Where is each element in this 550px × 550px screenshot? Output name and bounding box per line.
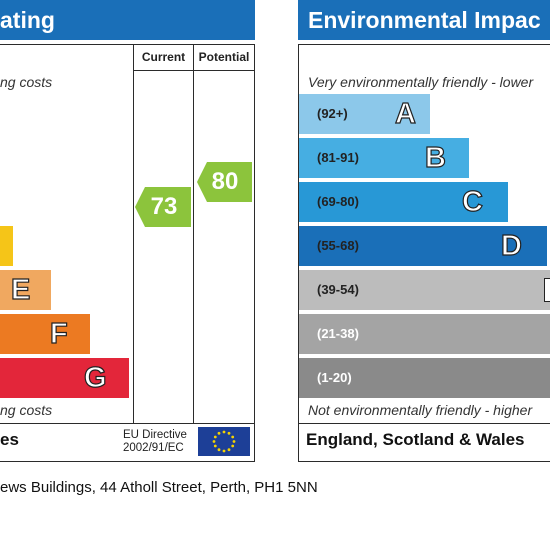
energy-bottom-caption: ng costs [0, 402, 53, 418]
environmental-band-c-letter: C [461, 185, 483, 218]
environmental-band-c: (69-80) C [299, 182, 508, 222]
property-address: ews Buildings, 44 Atholl Street, Perth, … [0, 479, 318, 496]
environmental-footer-divider [298, 423, 550, 424]
eu-flag-icon [198, 427, 250, 456]
energy-rating-header: ating [0, 0, 255, 40]
energy-rating-title: ating [0, 7, 55, 33]
energy-band-e-letter: E [10, 273, 31, 306]
environmental-band-d: (55-68) D [299, 226, 547, 266]
energy-top-divider [0, 70, 133, 71]
environmental-band-g-range: (1-20) [317, 370, 352, 385]
current-column-header: Current [141, 50, 186, 64]
environmental-band-e-letter-edge [544, 278, 550, 302]
environmental-band-e-range: (39-54) [317, 282, 359, 297]
column-header-divider [133, 70, 255, 71]
environmental-band-a-letter: A [394, 97, 416, 130]
energy-band-e: E [0, 270, 51, 310]
environmental-band-b: (81-91) B [299, 138, 469, 178]
current-rating-arrow [135, 187, 191, 227]
potential-column-header: Potential [198, 50, 250, 64]
environmental-band-f-range: (21-38) [317, 326, 359, 341]
environmental-band-b-range: (81-91) [317, 150, 359, 165]
energy-band-d [0, 226, 13, 266]
energy-band-g-letter: G [83, 361, 107, 394]
potential-rating-arrow [197, 162, 252, 202]
energy-band-f-letter: F [49, 317, 68, 350]
energy-footer-divider [0, 423, 255, 424]
environmental-footer-label: England, Scotland & Wales [306, 430, 525, 449]
environmental-band-a: (92+) A [299, 94, 430, 134]
energy-rating-frame [0, 44, 255, 462]
energy-top-caption: ng costs [0, 74, 53, 90]
current-column-divider [133, 44, 134, 424]
environmental-bottom-caption: Not environmentally friendly - higher [308, 402, 533, 418]
environmental-band-b-letter: B [424, 141, 446, 174]
environmental-band-a-range: (92+) [317, 106, 348, 121]
eu-directive-line1: EU Directive [123, 429, 187, 441]
environmental-band-e: (39-54) [299, 270, 550, 310]
environmental-impact-header: Environmental Impac [298, 0, 550, 40]
potential-rating-value: 80 [211, 168, 239, 195]
energy-footer-label: es [0, 430, 19, 449]
energy-band-g: G [0, 358, 129, 398]
environmental-band-g: (1-20) [299, 358, 550, 398]
environmental-band-d-letter: D [500, 229, 522, 262]
potential-column-divider [193, 44, 194, 424]
eu-directive-line2: 2002/91/EC [123, 442, 184, 454]
current-rating-value: 73 [150, 193, 178, 220]
environmental-band-d-range: (55-68) [317, 238, 359, 253]
eu-directive-text: EU Directive 2002/91/EC [123, 429, 187, 455]
environmental-top-caption: Very environmentally friendly - lower [308, 74, 534, 90]
energy-band-f: F [0, 314, 90, 354]
environmental-impact-title: Environmental Impac [308, 7, 541, 33]
environmental-band-c-range: (69-80) [317, 194, 359, 209]
environmental-band-f: (21-38) [299, 314, 550, 354]
